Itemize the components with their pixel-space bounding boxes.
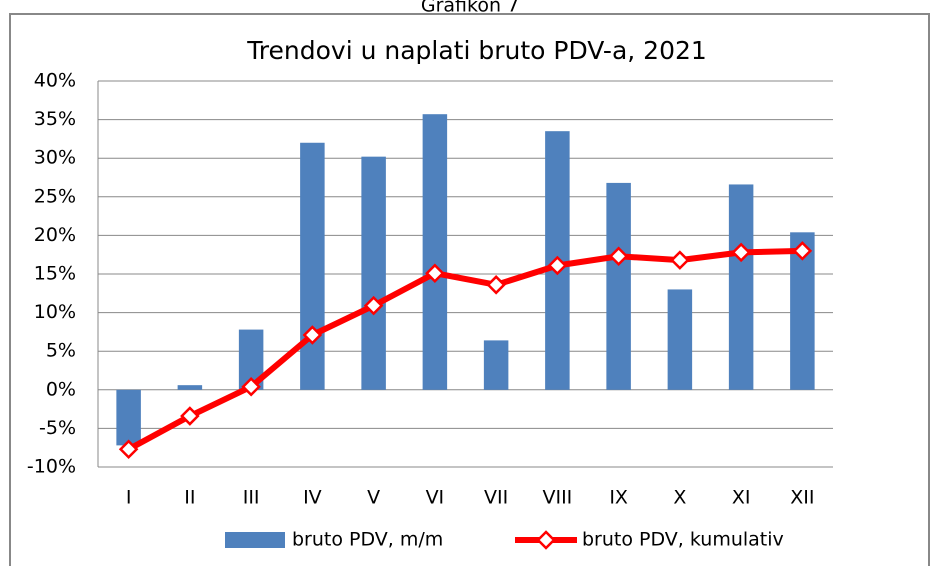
bar bbox=[728, 184, 754, 390]
marker bbox=[608, 246, 629, 267]
chart-border bbox=[9, 13, 930, 566]
x-tick-label: X bbox=[673, 487, 686, 509]
marker bbox=[118, 439, 139, 460]
x-tick-label: XI bbox=[732, 487, 751, 509]
legend-swatch bbox=[225, 532, 285, 548]
x-tick-label: IV bbox=[303, 487, 322, 509]
y-tick-label: 15% bbox=[34, 263, 76, 285]
y-tick-label: 30% bbox=[34, 147, 76, 169]
legend-label: bruto PDV, m/m bbox=[292, 529, 443, 551]
bar bbox=[300, 142, 325, 390]
legend-marker bbox=[536, 530, 556, 550]
y-tick-label: -10% bbox=[27, 456, 76, 478]
caption: Grafikon 7 bbox=[421, 0, 519, 17]
bar bbox=[606, 182, 631, 390]
marker bbox=[241, 376, 261, 397]
x-tick-label: V bbox=[367, 487, 380, 509]
y-tick-label: 5% bbox=[46, 340, 76, 362]
y-tick-label: 0% bbox=[46, 378, 76, 400]
y-tick-label: 20% bbox=[34, 224, 76, 246]
bar bbox=[483, 340, 509, 390]
x-tick-label: IX bbox=[609, 487, 628, 509]
y-tick-label: 10% bbox=[34, 301, 76, 323]
marker bbox=[363, 295, 384, 316]
y-tick-label: -5% bbox=[39, 417, 76, 439]
marker bbox=[180, 406, 200, 426]
bar bbox=[116, 389, 141, 446]
y-tick-label: 40% bbox=[34, 70, 76, 92]
bar bbox=[177, 385, 203, 390]
bar bbox=[422, 114, 448, 390]
legend-label: bruto PDV, kumulativ bbox=[582, 529, 784, 551]
marker bbox=[792, 241, 813, 261]
x-tick-label: VII bbox=[484, 487, 508, 509]
x-tick-label: III bbox=[243, 487, 260, 509]
marker bbox=[670, 250, 690, 270]
bar bbox=[667, 289, 693, 390]
chart-title: Trendovi u naplati bruto PDV-a, 2021 bbox=[246, 36, 707, 65]
x-tick-label: I bbox=[126, 487, 132, 509]
marker bbox=[547, 255, 568, 276]
x-tick-label: VIII bbox=[542, 487, 572, 509]
marker bbox=[425, 263, 445, 283]
marker bbox=[302, 325, 323, 345]
y-tick-label: 35% bbox=[34, 108, 76, 130]
bar bbox=[361, 156, 386, 390]
marker bbox=[731, 242, 751, 263]
x-tick-label: VI bbox=[426, 487, 445, 509]
y-tick-label: 25% bbox=[34, 185, 76, 207]
line bbox=[127, 247, 803, 452]
marker bbox=[486, 275, 506, 295]
x-tick-label: XII bbox=[790, 487, 814, 509]
x-tick-label: II bbox=[184, 487, 195, 509]
